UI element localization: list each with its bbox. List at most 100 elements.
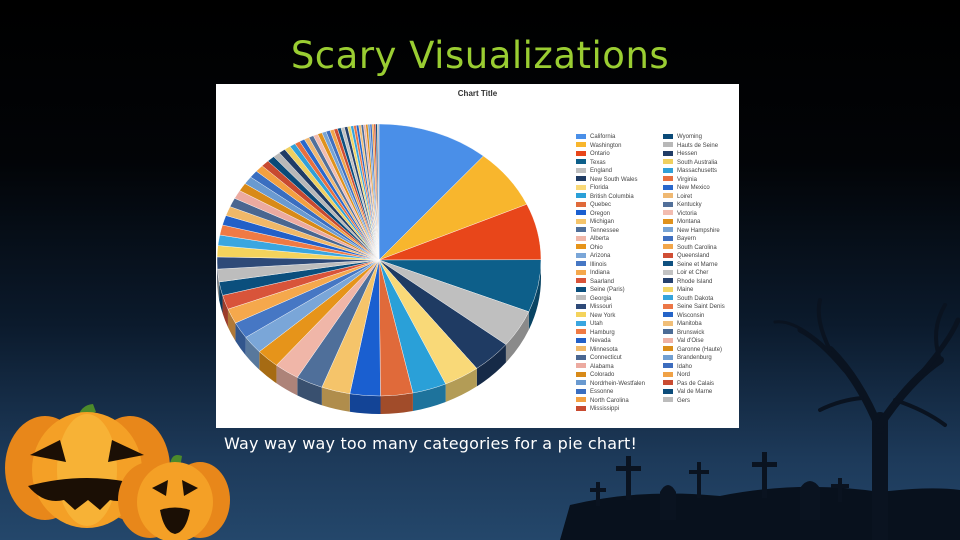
legend-entry-idaho: Idaho	[663, 363, 692, 371]
legend-swatch	[576, 303, 586, 309]
legend-entry-seine-saint-denis: Seine Saint Denis	[663, 303, 725, 311]
legend-label: Rhode Island	[677, 278, 713, 285]
legend-entry-quebec: Quebec	[576, 201, 611, 209]
legend-label: Nordrhein-Westfalen	[590, 380, 645, 387]
legend-entry-massachusetts: Massachusetts	[663, 167, 717, 175]
legend-label: Illinois	[590, 261, 607, 268]
legend-swatch	[576, 312, 586, 318]
legend-entry-texas: Texas	[576, 159, 606, 167]
legend-entry-tennessee: Tennessee	[576, 227, 619, 235]
pie-slice-side	[412, 383, 446, 411]
legend-swatch	[663, 346, 673, 352]
pie-slice-side	[222, 295, 228, 328]
legend-entry-new-mexico: New Mexico	[663, 184, 710, 192]
legend-swatch	[663, 278, 673, 284]
pie-slice-gers	[377, 123, 380, 261]
legend-swatch	[663, 227, 673, 233]
legend-entry-manitoba: Manitoba	[663, 320, 702, 328]
legend-entry-new-york: New York	[576, 312, 615, 320]
legend-swatch	[663, 388, 673, 394]
legend-label: South Carolina	[677, 244, 717, 251]
legend-label: Wisconsin	[677, 312, 705, 319]
legend-swatch	[663, 295, 673, 301]
legend-swatch	[576, 397, 586, 403]
legend-label: Val d'Oise	[677, 338, 704, 344]
legend-swatch	[576, 354, 586, 360]
pie-slice-side	[219, 281, 223, 314]
legend-swatch	[576, 286, 586, 292]
legend-swatch	[576, 142, 586, 148]
legend-swatch	[576, 218, 586, 224]
pie-slice-side	[528, 260, 541, 330]
legend-label: Seine et Marne	[677, 261, 718, 268]
legend-label: Brandenburg	[677, 355, 712, 361]
legend-label: Wyoming	[677, 134, 702, 140]
legend-entry-indiana: Indiana	[576, 269, 610, 277]
legend-label: New Mexico	[677, 185, 710, 191]
legend-label: Saarland	[590, 278, 615, 285]
legend-entry-illinois: Illinois	[576, 261, 607, 269]
legend-swatch	[663, 303, 673, 309]
legend-label: Kentucky	[677, 202, 702, 208]
legend-swatch	[663, 244, 673, 250]
pie-slice-side	[276, 365, 298, 396]
legend-entry-saarland: Saarland	[576, 278, 614, 286]
legend-swatch	[576, 261, 586, 267]
small-pumpkin-icon	[118, 455, 230, 540]
legend-label: Queensland	[677, 253, 710, 259]
legend-entry-south-australia: South Australia	[663, 159, 717, 167]
jack-o-lantern-icon	[5, 404, 170, 528]
legend-swatch	[576, 210, 586, 216]
legend-label: Manitoba	[677, 321, 702, 327]
legend-entry-new-south-wales: New South Wales	[576, 176, 637, 184]
pie-slice-side	[445, 368, 477, 402]
pie-slice-side	[297, 377, 322, 406]
legend-label: Seine (Paris)	[590, 287, 625, 293]
legend-entry-nord: Nord	[663, 371, 690, 379]
legend-label: Michigan	[590, 219, 615, 225]
legend-entry-brandenburg: Brandenburg	[663, 354, 712, 362]
pie-slice-side	[245, 337, 260, 370]
legend-entry-gers: Gers	[663, 397, 690, 405]
legend-entry-north-carolina: North Carolina	[576, 397, 629, 405]
legend-label: Tennessee	[590, 227, 620, 234]
legend-label: Maine	[677, 287, 694, 293]
legend-label: Ontario	[590, 151, 610, 157]
legend-label: Connecticut	[590, 355, 622, 361]
legend-entry-michigan: Michigan	[576, 218, 614, 226]
legend-entry-loir-et-cher: Loir et Cher	[663, 269, 708, 277]
legend-label: North Carolina	[590, 397, 629, 404]
legend-swatch	[663, 210, 673, 216]
legend-entry-hauts-de-seine: Hauts de Seine	[663, 142, 718, 150]
legend-entry-maine: Maine	[663, 286, 693, 294]
legend-entry-arizona: Arizona	[576, 252, 610, 260]
legend-swatch	[663, 261, 673, 267]
pie-slice-side	[217, 269, 220, 300]
pie-slice-side	[321, 387, 350, 412]
legend-label: Oregon	[590, 210, 611, 217]
legend-label: South Dakota	[677, 295, 714, 302]
legend-entry-bayern: Bayern	[663, 235, 696, 243]
legend-swatch	[576, 346, 586, 352]
legend-swatch	[576, 133, 586, 139]
legend-swatch	[663, 193, 673, 199]
legend-entry-missouri: Missouri	[576, 303, 612, 311]
legend-swatch	[576, 184, 586, 190]
legend-swatch	[663, 184, 673, 190]
legend-label: British Columbia	[590, 193, 634, 200]
legend-entry-wisconsin: Wisconsin	[663, 312, 704, 320]
legend-swatch	[663, 354, 673, 360]
legend-label: Mississippi	[590, 406, 620, 412]
pie-slice-side	[227, 309, 236, 342]
legend-entry-montana: Montana	[663, 218, 700, 226]
legend-entry-nordrhein-westfalen: Nordrhein-Westfalen	[576, 380, 645, 388]
legend-swatch	[663, 380, 673, 386]
legend-label: Gers	[677, 397, 691, 404]
legend-entry-hamburg: Hamburg	[576, 329, 615, 337]
legend-label: Essonne	[590, 389, 614, 395]
legend-swatch	[663, 142, 673, 148]
legend-entry-oregon: Oregon	[576, 210, 610, 218]
legend-label: Indiana	[590, 270, 610, 276]
legend-entry-mississippi: Mississippi	[576, 405, 619, 413]
